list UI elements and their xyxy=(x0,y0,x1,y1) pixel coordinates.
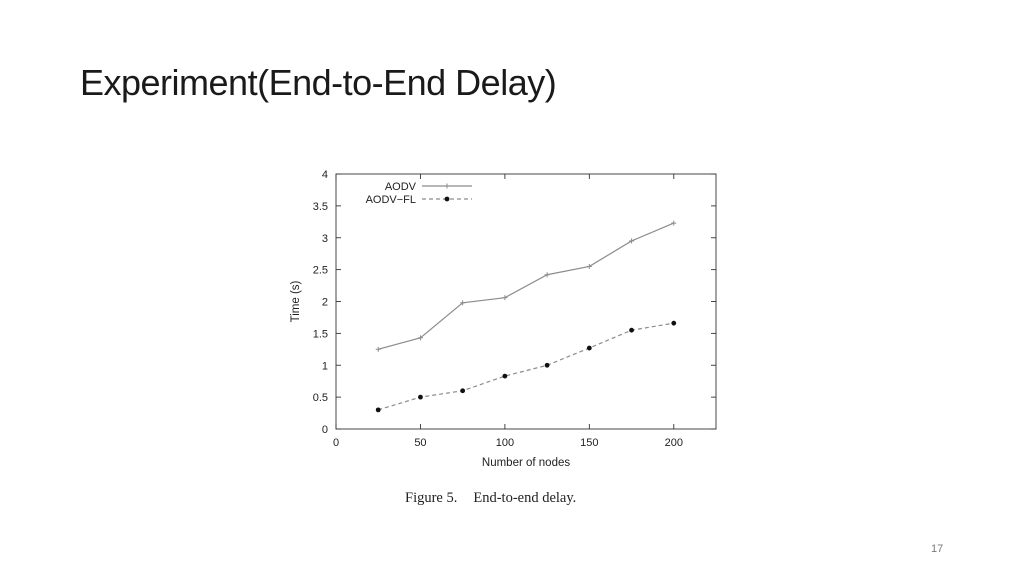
data-point-aodv xyxy=(586,263,592,269)
data-point-aodv-fl xyxy=(418,394,423,400)
data-point-aodv xyxy=(460,300,466,306)
data-point-aodv xyxy=(417,335,423,341)
y-tick-label: 2 xyxy=(322,297,328,309)
data-point-aodv xyxy=(544,272,550,278)
line-chart: 0 50 100 150 200 0 0.5 1 1.5 2 2.5 3 3.5 4 AODVAODV−F… xyxy=(290,169,717,469)
data-point-aodv xyxy=(629,238,635,244)
figure-caption-label: Figure 5. xyxy=(405,490,458,506)
x-tick-label: 100 xyxy=(496,437,514,449)
chart-figure: 0 50 100 150 200 0 0.5 1 1.5 2 2.5 3 3.5 4 AODV AODV−F… xyxy=(280,160,730,510)
y-tick-label: 4 xyxy=(322,169,328,181)
legend-label: AODV xyxy=(385,181,417,193)
figure-caption: Figure 5. End-to-end delay. xyxy=(405,490,576,507)
legend-label: AODV−FL xyxy=(366,194,416,206)
y-tick-label: 2.5 xyxy=(313,265,328,277)
y-axis-label: Time (s) xyxy=(290,280,302,322)
data-point-aodv-fl xyxy=(460,388,466,394)
y-tick-label: 0 xyxy=(322,424,328,436)
page-number: 17 xyxy=(931,543,944,555)
slide-title: Experiment(End-to-End Delay) xyxy=(80,62,557,103)
figure-caption-text: End-to-end delay. xyxy=(473,490,577,506)
y-tick-label: 1.5 xyxy=(313,328,328,340)
data-point-aodv xyxy=(375,346,381,352)
data-point-aodv-fl xyxy=(375,407,381,413)
y-tick-label: 0.5 xyxy=(313,392,328,404)
data-point-aodv xyxy=(671,220,677,226)
x-tick-label: 0 xyxy=(333,437,339,449)
data-point-aodv-fl xyxy=(629,327,634,333)
y-tick-label: 3 xyxy=(322,233,328,245)
plot-border xyxy=(335,173,717,430)
legend-marker xyxy=(444,196,450,202)
x-tick-label: 50 xyxy=(414,437,426,449)
series-line-aodv-fl xyxy=(378,322,674,411)
x-tick-label: 200 xyxy=(665,437,683,449)
y-tick-label: 3.5 xyxy=(313,201,328,213)
data-point-aodv-fl xyxy=(671,320,677,326)
series-line-aodv xyxy=(378,222,675,350)
data-point-aodv-fl xyxy=(502,373,508,379)
x-axis-label: Number of nodes xyxy=(482,457,570,469)
data-point-aodv xyxy=(502,295,508,301)
data-point-aodv-fl xyxy=(544,362,550,368)
data-point-aodv-fl xyxy=(586,345,592,351)
y-tick-label: 1 xyxy=(322,360,328,372)
x-tick-label: 150 xyxy=(580,437,598,449)
